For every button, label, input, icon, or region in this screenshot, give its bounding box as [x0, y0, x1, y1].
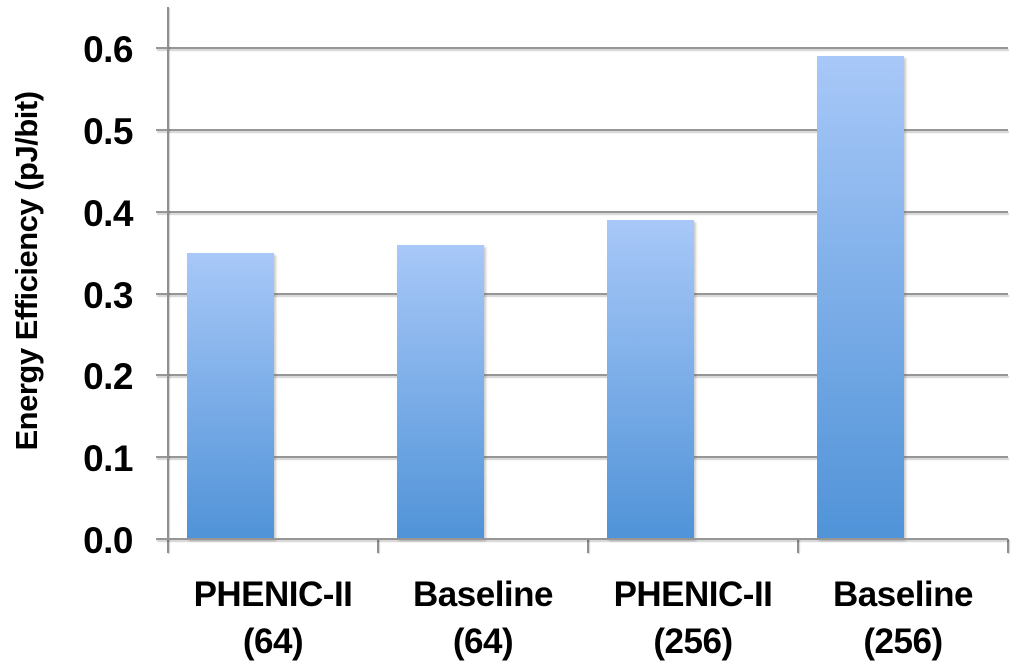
- x-axis-tick: [587, 539, 589, 553]
- gridline: [156, 292, 1008, 295]
- x-category-label-line: (256): [863, 622, 943, 661]
- gridline: [156, 47, 1008, 50]
- x-axis-tick: [377, 539, 379, 553]
- x-category-label-line: (64): [452, 622, 514, 661]
- y-tick-label: 0.6: [83, 29, 133, 71]
- bar-phenic-ii-64-: [187, 253, 274, 539]
- x-category-label: Baseline (64): [378, 571, 588, 665]
- y-tick-label: 0.4: [83, 192, 133, 234]
- x-category-label-line: Baseline: [833, 575, 973, 614]
- bar-baseline-256-: [817, 56, 904, 539]
- x-axis-tick: [1007, 539, 1009, 553]
- x-category-label: Baseline (256): [798, 571, 1008, 665]
- y-tick-label: 0.5: [83, 111, 133, 152]
- gridline: [156, 456, 1008, 459]
- x-axis-tick: [797, 539, 799, 553]
- y-tick-label: 0.2: [83, 356, 133, 398]
- y-tick-label: 0.0: [83, 520, 133, 561]
- gridline: [156, 538, 1008, 540]
- y-axis-line: [167, 7, 169, 553]
- bar-phenic-ii-256-: [607, 220, 694, 539]
- bar-baseline-64-: [397, 245, 484, 539]
- x-category-label-line: Baseline: [413, 575, 553, 614]
- gridline: [156, 129, 1008, 131]
- x-category-label-line: (64): [242, 622, 304, 661]
- y-tick-label: 0.1: [83, 438, 133, 480]
- y-tick-label: 0.3: [83, 274, 133, 316]
- x-category-label-line: (256): [653, 622, 733, 661]
- x-category-label: PHENIC-II (256): [588, 571, 798, 665]
- x-category-label-line: PHENIC-II: [613, 575, 773, 614]
- gridline: [156, 374, 1008, 377]
- x-category-label-line: PHENIC-II: [193, 575, 353, 614]
- gridline: [156, 210, 1008, 213]
- x-category-label: PHENIC-II (64): [168, 571, 378, 665]
